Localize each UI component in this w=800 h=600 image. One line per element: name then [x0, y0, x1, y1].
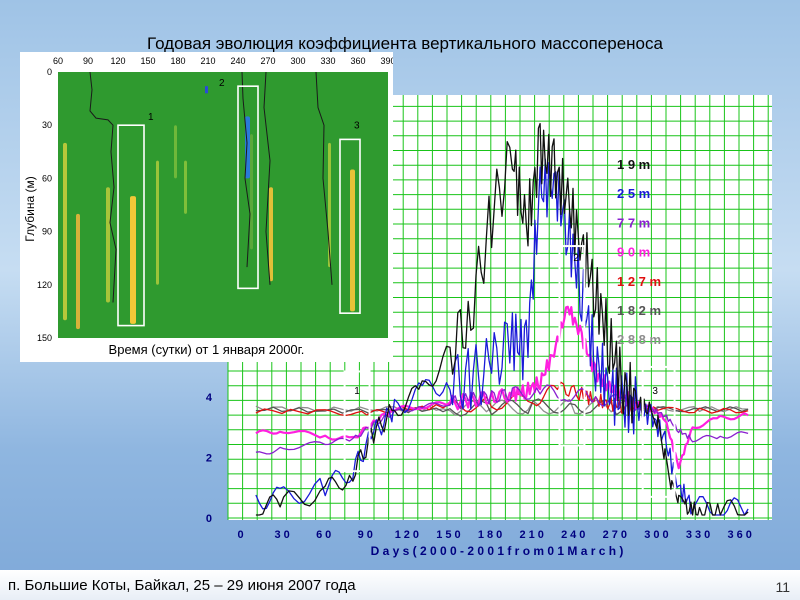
inset-yellow-band [63, 142, 67, 321]
inset-bright-band [269, 187, 273, 282]
annotation-label-1: 1 [354, 386, 360, 397]
x-tick-label: 30 [274, 529, 292, 541]
x-tick-label: 300 [644, 529, 671, 541]
x-tick-label: 120 [395, 529, 422, 541]
inset-contour-1 [89, 71, 117, 303]
inset-x-tick-label: 150 [140, 56, 155, 66]
inset-x-tick-label: 210 [200, 56, 215, 66]
annotation-box-2 [558, 245, 586, 447]
y-tick-label: 0 [206, 513, 212, 525]
inset-y-tick-label: 150 [37, 333, 52, 343]
inset-annotation-label-3: 3 [354, 121, 360, 132]
inset-y-tick-label: 60 [42, 173, 52, 183]
x-tick-label: 360 [727, 529, 754, 541]
inset-y-tick-label: 120 [37, 280, 52, 290]
annotation-box-1 [343, 370, 371, 473]
inset-y-ticks: 0 30 60 90 120 150 [37, 67, 52, 343]
x-tick-label: 210 [519, 529, 546, 541]
x-tick-label: 90 [358, 529, 376, 541]
inset-x-tick-label: 180 [170, 56, 185, 66]
inset-x-axis-label: Время (сутки) от 1 января 2000г. [108, 342, 305, 357]
inset-x-tick-label: 120 [110, 56, 125, 66]
inset-x-tick-label: 60 [53, 56, 63, 66]
inset-y-axis-label: Глубина (м) [23, 176, 37, 242]
legend-entry-3: 7 7 m [617, 215, 650, 230]
annotation-box-3 [641, 365, 676, 498]
main-x-ticks: 0 30 60 90 120 150 180 210 240 270 300 330 360 [237, 529, 754, 541]
x-tick-label: 240 [561, 529, 588, 541]
inset-x-tick-label: 240 [230, 56, 245, 66]
inset-annotation-boxes: 1 2 3 [117, 78, 361, 327]
inset-contour-3 [315, 71, 333, 285]
inset-bright-band [130, 196, 136, 324]
inset-green-band [250, 134, 253, 250]
inset-y-tick-label: 30 [42, 120, 52, 130]
inset-yellow-band [106, 187, 110, 303]
annotation-label-3: 3 [652, 386, 658, 397]
inset-blue-spot [205, 86, 208, 94]
inset-x-tick-label: 390 [380, 56, 393, 66]
main-legend: 1 9 m 2 5 m 7 7 m 9 0 m 1 2 7 m 1 8 2 m 2 8 8 … [617, 157, 661, 347]
inset-annotation-label-1: 1 [148, 112, 154, 123]
x-tick-label: 270 [603, 529, 630, 541]
inset-bright-band [350, 169, 355, 312]
main-annotation-boxes: 1 2 3 [343, 245, 676, 498]
legend-entry-6: 1 8 2 m [617, 303, 661, 318]
inset-x-tick-label: 270 [260, 56, 275, 66]
y-tick-label: 2 [206, 453, 212, 465]
main-y-ticks: 0 2 4 [206, 392, 213, 525]
main-x-axis-label: D a y s ( 2 0 0 0 - 2 0 0 1 f r o m 0 1 … [371, 544, 624, 558]
x-tick-label: 150 [436, 529, 463, 541]
footer-caption: п. Большие Коты, Байкал, 25 – 29 июня 20… [8, 577, 356, 594]
inset-x-tick-label: 330 [320, 56, 335, 66]
inset-contour-2 [241, 71, 251, 268]
inset-contour-4 [263, 71, 271, 285]
inset-x-tick-label: 360 [350, 56, 365, 66]
x-tick-label: 0 [237, 529, 246, 541]
inset-x-ticks: 60 90 120 150 180 210 240 270 300 330 360 390 [53, 56, 393, 66]
inset-annotation-box-2 [237, 85, 259, 290]
inset-orange-band [76, 213, 80, 330]
inset-green-band [174, 125, 177, 179]
inset-yellow-band [156, 160, 159, 285]
inset-y-tick-label: 90 [42, 227, 52, 237]
inset-y-tick-label: 0 [47, 67, 52, 77]
inset-x-tick-label: 90 [83, 56, 93, 66]
annotation-label-2: 2 [573, 253, 579, 264]
inset-annotation-label-2: 2 [219, 78, 225, 89]
inset-heatmap-features [63, 71, 355, 330]
inset-green-band [184, 160, 187, 214]
legend-entry-7: 2 8 8 m [617, 332, 661, 347]
inset-x-tick-label: 300 [290, 56, 305, 66]
x-tick-label: 330 [686, 529, 713, 541]
page-number: 11 [775, 579, 790, 595]
footer-bar: п. Большие Коты, Байкал, 25 – 29 июня 20… [0, 570, 800, 600]
slide-title: Годовая эволюция коэффициента вертикальн… [147, 34, 663, 53]
legend-entry-1: 1 9 m [617, 157, 650, 172]
legend-entry-4: 9 0 m [617, 245, 650, 260]
y-tick-label: 4 [206, 392, 213, 404]
x-tick-label: 60 [316, 529, 334, 541]
x-tick-label: 180 [478, 529, 505, 541]
legend-entry-5: 1 2 7 m [617, 274, 661, 289]
legend-entry-2: 2 5 m [617, 186, 650, 201]
inset-annotation-box-1 [117, 124, 145, 327]
inset-annotation-box-3 [339, 138, 361, 314]
